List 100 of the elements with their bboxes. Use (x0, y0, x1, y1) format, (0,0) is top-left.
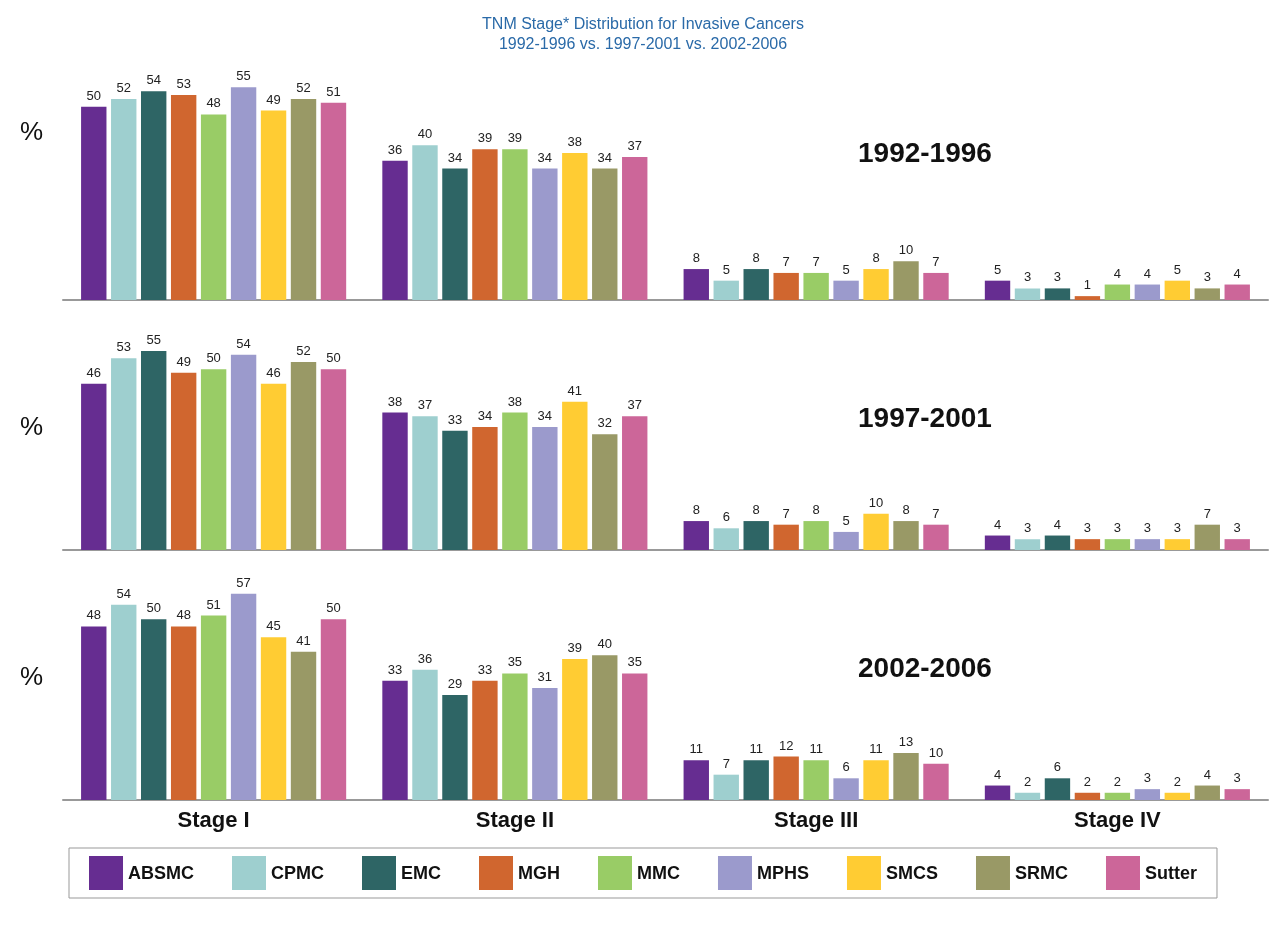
bar (442, 168, 468, 300)
bar (683, 521, 709, 550)
bar (472, 427, 498, 550)
data-label: 7 (812, 253, 820, 269)
legend-label: MGH (518, 863, 560, 883)
data-label: 3 (1143, 520, 1151, 536)
bar (622, 416, 648, 550)
bar (1044, 288, 1071, 300)
bar (260, 383, 287, 550)
bar (622, 156, 648, 300)
data-label: 53 (116, 339, 131, 355)
data-label: 57 (236, 574, 251, 590)
data-label: 50 (326, 350, 341, 366)
data-label: 38 (387, 393, 403, 409)
bar (833, 778, 859, 800)
bar (1164, 280, 1190, 300)
bar (743, 521, 769, 550)
bar (472, 680, 498, 800)
bar (1014, 539, 1041, 550)
data-label: 34 (597, 149, 612, 165)
bar (230, 354, 257, 550)
bar (833, 280, 859, 300)
bar (1074, 296, 1101, 300)
data-label: 33 (447, 411, 463, 427)
data-label: 37 (627, 137, 642, 153)
bar (773, 756, 799, 800)
bar (562, 153, 588, 300)
bar (803, 760, 829, 800)
bar (1134, 789, 1161, 800)
data-label: 1 (1083, 277, 1092, 293)
legend-label: EMC (401, 863, 441, 883)
data-label: 6 (1053, 759, 1062, 775)
bar (111, 358, 137, 550)
bar (713, 280, 739, 300)
bar (592, 655, 618, 800)
bar (81, 383, 107, 550)
data-label: 4 (993, 516, 1002, 532)
bar (141, 619, 167, 800)
annotation: 1992-1996 (858, 136, 992, 168)
data-label: 4 (1233, 265, 1241, 281)
bar (502, 149, 528, 300)
data-label: 50 (146, 600, 161, 616)
data-label: 8 (752, 502, 760, 518)
data-label: 2 (1173, 773, 1181, 789)
data-label: 2 (1113, 773, 1121, 789)
data-label: 39 (477, 130, 493, 146)
data-label: 34 (447, 149, 463, 165)
bar (412, 669, 438, 800)
legend-label: ABSMC (128, 863, 195, 883)
x-tick-label: Stage I (177, 806, 250, 832)
data-label: 55 (146, 332, 161, 348)
data-label: 46 (86, 364, 102, 380)
data-label: 49 (266, 91, 281, 107)
bar (592, 168, 618, 300)
bar (1194, 288, 1220, 300)
data-label: 48 (206, 95, 221, 111)
data-label: 50 (206, 350, 221, 366)
bar (683, 269, 709, 300)
data-label: 31 (537, 668, 553, 684)
bar (923, 763, 949, 800)
bar (713, 774, 739, 800)
bar (170, 95, 197, 300)
data-label: 4 (993, 766, 1002, 782)
legend-label: MPHS (756, 863, 809, 883)
bar (290, 98, 317, 300)
data-label: 10 (928, 744, 944, 760)
data-label: 7 (1203, 505, 1211, 521)
data-label: 7 (782, 253, 790, 269)
bar (1104, 792, 1131, 800)
data-label: 6 (722, 509, 730, 525)
bar (442, 695, 468, 800)
bar (260, 110, 287, 300)
legend-label: SRMC (1014, 863, 1068, 883)
data-label: 8 (752, 250, 760, 266)
data-label: 52 (116, 79, 131, 95)
data-label: 38 (567, 134, 583, 150)
bar (803, 272, 829, 300)
bar (1104, 284, 1131, 300)
data-label: 33 (477, 661, 493, 677)
y-axis-title: % (20, 661, 44, 691)
bar (622, 673, 648, 800)
bar (81, 626, 107, 800)
data-label: 11 (869, 741, 883, 757)
data-label: 45 (266, 618, 281, 634)
data-label: 54 (146, 72, 161, 88)
data-label: 32 (597, 415, 612, 431)
bar (260, 637, 287, 800)
data-label: 33 (387, 661, 403, 677)
data-label: 54 (116, 585, 131, 601)
data-label: 11 (749, 741, 763, 757)
data-label: 10 (868, 494, 884, 510)
data-label: 4 (1053, 516, 1062, 532)
bar (290, 361, 317, 550)
bar (773, 524, 799, 550)
data-label: 3 (1053, 269, 1062, 285)
data-label: 35 (627, 654, 642, 670)
y-axis-title: % (20, 411, 44, 441)
data-label: 7 (932, 253, 940, 269)
data-label: 10 (898, 242, 914, 258)
bar (290, 651, 317, 800)
